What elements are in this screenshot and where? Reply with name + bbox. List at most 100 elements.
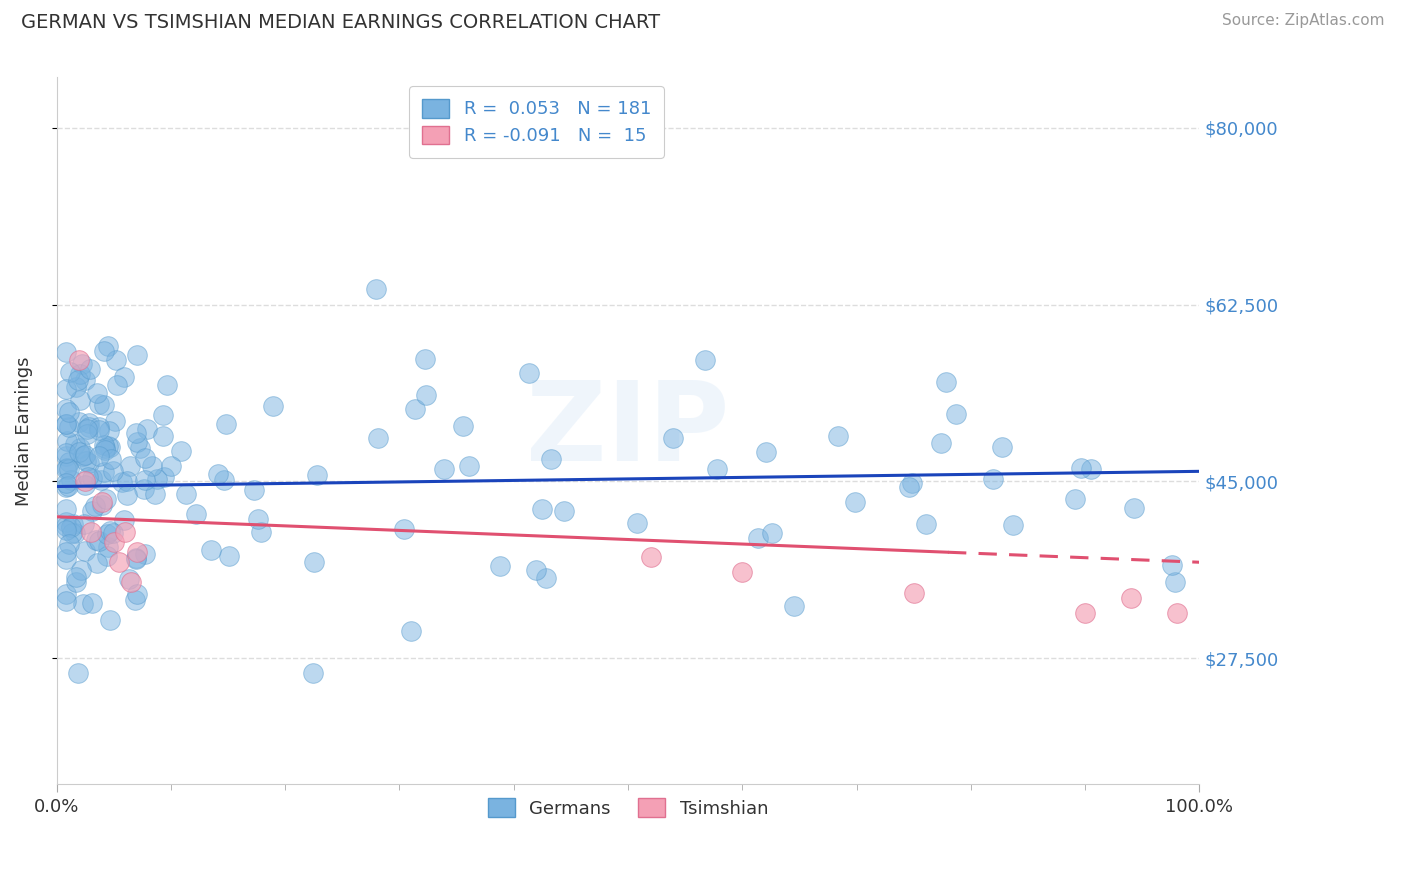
Point [367,431,389,445]
Point [755,445,778,459]
Point [1119,591,1142,605]
Point [112,513,135,527]
Point [640,550,662,565]
Point [55,446,77,460]
Point [783,599,806,613]
Point [250,524,273,539]
Point [89,533,111,548]
Point [915,517,938,532]
Point [87,450,110,464]
Point [55,402,77,417]
Point [55,587,77,601]
Point [59,365,82,379]
Point [67,445,90,459]
Point [170,444,193,458]
Point [93,442,115,456]
Point [55,417,77,432]
Point [827,428,849,442]
Point [84,499,107,513]
Point [62,517,84,532]
Point [103,525,125,540]
Point [80,471,103,485]
Point [174,487,197,501]
Point [111,475,134,489]
Point [80,596,103,610]
Point [243,483,266,497]
Point [1166,606,1188,620]
Point [55,382,77,396]
Point [159,459,181,474]
Point [100,451,122,466]
Point [96,491,118,506]
Point [86,386,108,401]
Point [100,613,122,627]
Point [55,551,77,566]
Point [127,348,149,362]
Point [69,392,91,407]
Point [125,545,148,559]
Point [761,526,783,541]
Point [152,409,174,423]
Point [136,422,159,436]
Point [58,537,80,551]
Point [844,495,866,509]
Point [415,351,437,366]
Point [100,524,122,538]
Point [65,574,87,589]
Point [75,373,97,387]
Point [212,473,235,487]
Point [93,344,115,359]
Point [125,587,148,601]
Point [1164,574,1187,589]
Point [394,522,416,536]
Point [104,353,127,368]
Point [517,367,540,381]
Point [1080,462,1102,476]
Point [67,373,90,387]
Point [108,555,131,569]
Point [69,367,91,381]
Point [115,474,138,488]
Point [134,451,156,466]
Point [129,441,152,455]
Point [58,455,80,469]
Point [626,516,648,531]
Point [75,454,97,468]
Point [415,388,437,402]
Point [98,424,121,438]
Legend: Germans, Tsimshian: Germans, Tsimshian [481,791,775,825]
Point [898,480,921,494]
Point [134,473,156,487]
Point [156,378,179,392]
Point [451,419,474,434]
Point [70,357,93,371]
Point [59,520,82,534]
Point [903,585,925,599]
Point [84,533,107,547]
Point [66,665,89,680]
Point [218,549,240,563]
Point [200,543,222,558]
Point [58,405,80,419]
Y-axis label: Median Earnings: Median Earnings [15,356,32,506]
Point [307,467,329,482]
Point [125,551,148,566]
Point [55,434,77,448]
Point [86,556,108,570]
Point [75,475,97,489]
Point [55,417,77,431]
Point [55,545,77,559]
Point [152,429,174,443]
Point [935,376,957,390]
Point [55,461,77,475]
Point [97,540,120,554]
Point [731,566,754,580]
Point [134,482,156,496]
Point [114,524,136,539]
Point [73,478,96,492]
Point [145,486,167,500]
Point [534,571,557,585]
Point [87,397,110,411]
Point [90,473,112,487]
Point [76,427,98,442]
